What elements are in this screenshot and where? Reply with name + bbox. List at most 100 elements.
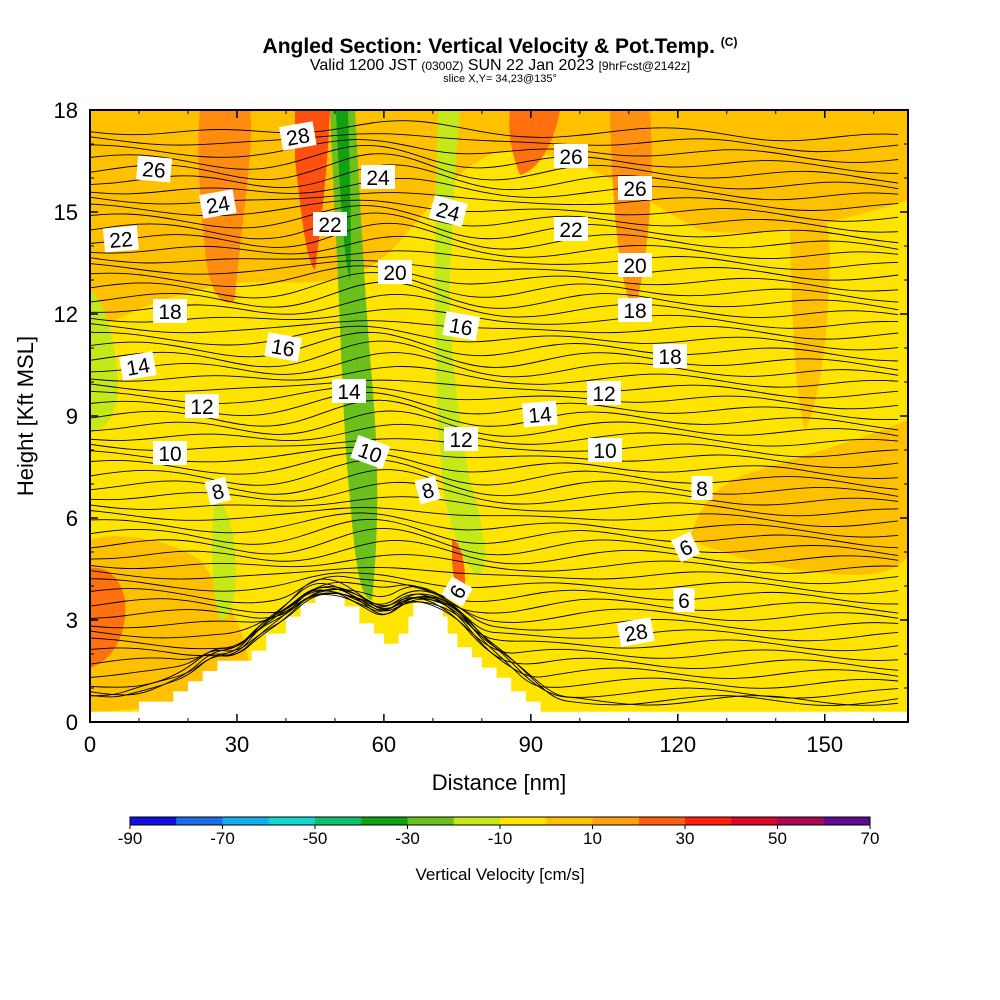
- theta-contour-line: [90, 554, 899, 574]
- contour-label: 10: [350, 434, 391, 470]
- contour-label-bg: [428, 195, 468, 228]
- y-tick-label: 9: [66, 404, 78, 429]
- contour-label-bg: [264, 332, 302, 362]
- theta-contour-line: [90, 581, 899, 614]
- theta-contour-line: [90, 578, 899, 706]
- theta-contour-line: [90, 588, 899, 671]
- x-axis: 0 30 60 90 120 150: [84, 110, 875, 757]
- contour-label: 18: [653, 344, 687, 369]
- contour-label-bg: [618, 176, 652, 200]
- velocity-region-lee-downdraft: [434, 110, 485, 575]
- theta-contour-line: [90, 459, 899, 490]
- contour-label-bg: [350, 434, 391, 470]
- contour-label-text: 20: [383, 262, 406, 285]
- contour-label-text: 16: [447, 314, 474, 341]
- contour-label-bg: [332, 379, 366, 403]
- colorbar-swatch: [315, 817, 362, 825]
- contour-label-bg: [618, 253, 652, 277]
- colorbar-tick-label: 10: [583, 829, 602, 848]
- contour-label-text: 26: [559, 146, 582, 169]
- contour-label-text: 10: [158, 443, 181, 466]
- contour-label-text: 20: [623, 255, 646, 278]
- contour-label-bg: [618, 298, 652, 322]
- valid-prefix: Valid 1200 JST: [309, 57, 417, 74]
- colorbar-swatch: [592, 817, 640, 825]
- contour-label: 18: [618, 298, 652, 323]
- theta-contour-line: [90, 139, 899, 163]
- x-tick-label: 30: [225, 732, 249, 757]
- contour-label: 16: [264, 332, 302, 362]
- y-tick-label: 18: [54, 98, 78, 123]
- contour-label-text: 6: [678, 590, 690, 613]
- contour-label: 6: [441, 576, 473, 607]
- contour-label-text: 28: [285, 124, 312, 151]
- terrain: [90, 592, 908, 722]
- theta-contour-line: [90, 250, 899, 270]
- contour-label-text: 26: [141, 158, 166, 183]
- contour-label: 24: [199, 189, 237, 219]
- contour-label-bg: [617, 617, 655, 647]
- theta-contour-line: [90, 518, 899, 549]
- x-axis-title: Distance [nm]: [432, 770, 567, 795]
- contour-label-bg: [119, 351, 157, 381]
- velocity-region-right-column: [790, 184, 830, 430]
- contour-label-bg: [185, 394, 219, 418]
- theta-contour-line: [90, 586, 899, 623]
- contour-label-bg: [102, 225, 139, 253]
- contour-label-text: 22: [108, 228, 133, 253]
- valid-date: SUN 22 Jan 2023: [467, 57, 595, 74]
- contour-label-text: 22: [318, 214, 341, 237]
- theta-contour-line: [90, 260, 899, 281]
- theta-contour-line: [90, 507, 899, 528]
- theta-contour-line: [90, 164, 899, 191]
- theta-contour-line: [90, 575, 899, 605]
- colorbar-swatch: [685, 817, 732, 825]
- velocity-region-lower-left: [90, 536, 250, 712]
- contour-label-bg: [670, 531, 701, 563]
- contour-label: 20: [618, 253, 652, 278]
- contour-label: 10: [588, 438, 622, 463]
- colorbar-swatch: [453, 817, 501, 825]
- contour-label: 22: [102, 225, 139, 253]
- theta-contour-line: [90, 331, 899, 362]
- theta-contour-line: [90, 586, 899, 661]
- contour-label-bg: [691, 476, 713, 500]
- velocity-region-upper-updraft-b: [295, 110, 330, 270]
- theta-contour-line: [90, 379, 899, 399]
- theta-contour-line: [90, 423, 899, 447]
- colorbar-swatch: [361, 817, 408, 825]
- theta-contour-line: [90, 438, 899, 458]
- x-tick-label: 60: [372, 732, 396, 757]
- theta-contour-line: [90, 366, 899, 388]
- theta-contour-line: [90, 145, 899, 174]
- colorbar-swatch: [130, 817, 177, 825]
- contour-label-bg: [587, 381, 621, 405]
- colorbar-swatch: [268, 817, 316, 825]
- theta-contour-line: [90, 512, 899, 538]
- contour-label-text: 8: [696, 478, 708, 501]
- contour-label-bg: [442, 311, 480, 341]
- theta-contour-line: [90, 320, 899, 340]
- theta-contour-line: [90, 325, 899, 351]
- theta-contour-line: [90, 352, 899, 378]
- contour-label: 14: [521, 400, 558, 428]
- contour-label: 6: [673, 588, 695, 613]
- contour-label: 20: [378, 260, 412, 285]
- contour-label: 6: [670, 531, 701, 563]
- x-tick-label: 150: [806, 732, 843, 757]
- theta-contour-line: [90, 399, 899, 431]
- theta-contour-line: [90, 308, 899, 329]
- colorbar-tick-label: -30: [395, 829, 420, 848]
- contour-label-bg: [153, 299, 187, 323]
- contour-label-text: 8: [420, 479, 437, 504]
- colorbar-tick-label: -50: [303, 829, 328, 848]
- contour-label-bg: [378, 260, 412, 284]
- contour-label: 12: [185, 394, 219, 419]
- colorbar-tick-label: -70: [210, 829, 235, 848]
- contour-label-text: 12: [592, 383, 615, 406]
- colorbar-tick-label: 50: [768, 829, 787, 848]
- colorbar-swatch: [731, 817, 778, 825]
- theta-contours: [90, 120, 899, 706]
- contour-label: 8: [204, 476, 231, 506]
- terrain-profile: [90, 592, 908, 722]
